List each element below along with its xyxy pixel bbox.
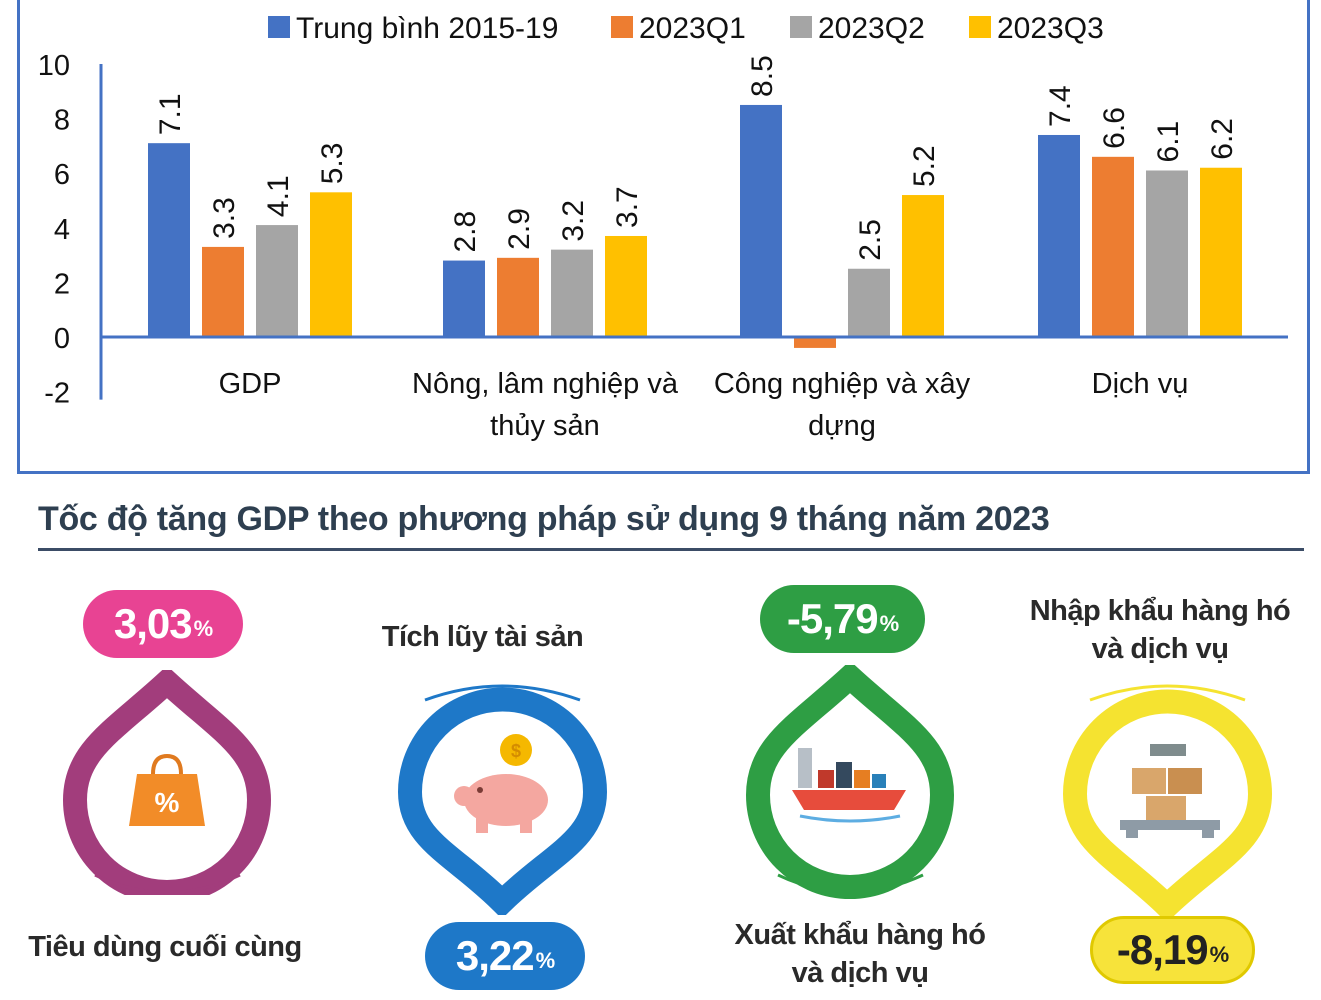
svg-text:%: % bbox=[155, 787, 180, 818]
exports-label: Xuất khẩu hàng hó và dịch vụ bbox=[705, 916, 1015, 992]
data-label: 7.4 bbox=[1044, 85, 1077, 127]
bar bbox=[1092, 156, 1134, 337]
legend-swatch bbox=[611, 16, 633, 38]
exports-value: -5,79 bbox=[786, 595, 879, 642]
data-label: 3.2 bbox=[557, 200, 590, 242]
bar bbox=[443, 260, 485, 337]
title-divider bbox=[38, 548, 1304, 551]
cargo-ship-icon bbox=[792, 748, 906, 823]
data-label: 3.3 bbox=[208, 197, 241, 239]
x-category-label: Nông, lâm nghiệp và bbox=[412, 368, 679, 400]
data-label: 5.3 bbox=[316, 143, 349, 185]
capital-formation-label: Tích lũy tài sản bbox=[381, 621, 584, 653]
bar bbox=[202, 246, 244, 337]
exports-label-text: Xuất khẩu hàng hó và dịch vụ bbox=[734, 919, 986, 989]
legend-swatch bbox=[790, 16, 812, 38]
capital-formation-badge: 3,22% bbox=[425, 922, 585, 990]
imports-ring bbox=[1062, 684, 1273, 920]
bar bbox=[551, 249, 593, 337]
imports-unit: % bbox=[1209, 942, 1230, 967]
data-label: 6.2 bbox=[1206, 118, 1239, 160]
legend-swatch bbox=[969, 16, 991, 38]
y-tick-label: 10 bbox=[38, 50, 70, 82]
exports-unit: % bbox=[879, 611, 900, 636]
data-label: 2.8 bbox=[449, 211, 482, 253]
x-category-label: dựng bbox=[808, 410, 876, 442]
x-category-label: thủy sản bbox=[490, 410, 600, 442]
x-category-label: Dịch vụ bbox=[1092, 368, 1189, 400]
data-label: 6.1 bbox=[1152, 121, 1185, 163]
cargo-scale-icon bbox=[1120, 744, 1220, 838]
y-tick-label: 0 bbox=[54, 323, 70, 355]
legend-label: Trung bình 2015-19 bbox=[296, 12, 558, 45]
final-consumption-ring bbox=[62, 670, 272, 895]
y-tick-label: 6 bbox=[54, 159, 70, 191]
y-tick-label: -2 bbox=[44, 378, 70, 410]
final-consumption-unit: % bbox=[193, 616, 214, 641]
data-label: 8.5 bbox=[746, 55, 779, 97]
data-label: 2.5 bbox=[854, 219, 887, 261]
bar bbox=[740, 104, 782, 337]
bar bbox=[1038, 134, 1080, 337]
imports-value: -8,19 bbox=[1116, 926, 1209, 973]
legend-label: 2023Q1 bbox=[639, 12, 746, 45]
legend-label: 2023Q2 bbox=[818, 12, 925, 45]
legend-label: 2023Q3 bbox=[997, 12, 1104, 45]
data-label: 3.7 bbox=[611, 186, 644, 228]
data-label: 4.1 bbox=[262, 175, 295, 217]
capital-formation-value: 3,22 bbox=[455, 932, 535, 979]
bar bbox=[605, 235, 647, 337]
final-consumption-label: Tiêu dùng cuối cùng bbox=[28, 931, 302, 963]
y-tick-label: 2 bbox=[54, 268, 70, 300]
data-label: 2.9 bbox=[503, 208, 536, 250]
data-label: 5.2 bbox=[908, 145, 941, 187]
exports-badge: -5,79% bbox=[760, 585, 925, 653]
data-label: 6.6 bbox=[1098, 107, 1131, 149]
bar bbox=[1146, 170, 1188, 337]
bar bbox=[902, 195, 944, 337]
imports-badge: -8,19% bbox=[1090, 916, 1255, 984]
final-consumption-badge: 3,03% bbox=[83, 590, 243, 658]
shopping-bag-icon: % bbox=[129, 753, 205, 826]
chart-frame bbox=[17, 0, 1310, 474]
capital-formation-unit: % bbox=[535, 948, 556, 973]
piggy-bank-icon: $ bbox=[454, 734, 548, 833]
bar bbox=[310, 192, 352, 337]
x-category-label: Công nghiệp và xây bbox=[714, 368, 971, 400]
y-tick-label: 4 bbox=[54, 214, 70, 246]
bar-chart: 10 8 6 4 2 0 -2 7.1 2.8 8.5 7.4 3.3 2.9 6.6 4.1 3.2 2.5 6… bbox=[38, 12, 1288, 442]
data-label: 7.1 bbox=[154, 93, 187, 135]
x-category-label: GDP bbox=[219, 368, 282, 400]
svg-text:$: $ bbox=[511, 741, 521, 761]
imports-label-text: Nhập khẩu hàng hó và dịch vụ bbox=[1029, 595, 1291, 665]
bar bbox=[256, 225, 298, 337]
imports-label: Nhập khẩu hàng hó và dịch vụ bbox=[1010, 592, 1310, 668]
bar bbox=[1200, 167, 1242, 337]
bar bbox=[848, 268, 890, 337]
section-title: Tốc độ tăng GDP theo phương pháp sử dụng… bbox=[38, 500, 1050, 538]
capital-formation-ring bbox=[397, 684, 608, 915]
bar bbox=[794, 337, 836, 348]
exports-ring bbox=[745, 665, 955, 899]
final-consumption-value: 3,03 bbox=[113, 600, 193, 647]
bar bbox=[497, 257, 539, 337]
y-tick-label: 8 bbox=[54, 105, 70, 137]
legend-swatch bbox=[268, 16, 290, 38]
bar bbox=[148, 143, 190, 337]
